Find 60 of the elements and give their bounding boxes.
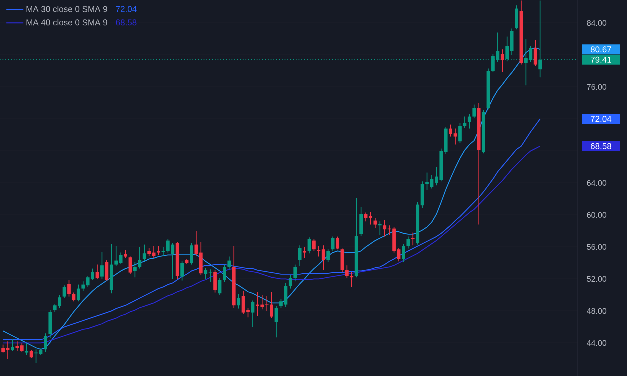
candlestick — [402, 244, 406, 263]
candlestick — [406, 236, 410, 250]
candlestick — [449, 124, 453, 138]
y-tick-label: 60.00 — [587, 212, 607, 218]
candlestick — [25, 342, 29, 356]
y-tick-label: 56.00 — [587, 244, 607, 250]
annotation: 72.04 — [116, 6, 137, 12]
y-tick-label: 64.00 — [587, 180, 607, 186]
text: 80.67 — [590, 46, 612, 53]
candlestick — [142, 244, 146, 262]
candlestick — [11, 338, 14, 352]
candlestick — [76, 284, 80, 302]
candlestick — [128, 256, 132, 275]
candlestick — [458, 122, 462, 144]
candlestick — [298, 245, 302, 267]
candlestick — [265, 296, 269, 312]
candlestick — [138, 246, 142, 270]
candlestick — [105, 260, 109, 282]
candlestick — [100, 252, 104, 280]
y-tick-label: 44.00 — [587, 340, 607, 346]
candlestick — [326, 249, 330, 263]
candlestick — [228, 256, 232, 270]
candlestick — [214, 270, 217, 294]
candlestick — [472, 104, 476, 119]
candlestick — [68, 280, 71, 298]
candlestick — [345, 265, 349, 279]
candlestick — [336, 236, 340, 250]
legend-label: MA 40 close 0 SMA 9 — [26, 19, 108, 26]
text: 72.04 — [591, 116, 612, 122]
candlestick — [294, 264, 298, 282]
text: 68.58 — [591, 143, 612, 150]
y-tick-label: 84.00 — [587, 20, 607, 26]
candlestick — [270, 292, 274, 319]
candlestick — [48, 310, 52, 339]
y-tick-label: 52.00 — [587, 276, 607, 282]
y-tick-label: 76.00 — [587, 84, 607, 90]
candlestick — [44, 333, 48, 352]
candlestick — [288, 274, 292, 290]
ref-line-label: 79.41 — [591, 56, 612, 63]
candlestick — [223, 264, 226, 283]
candlestick — [468, 114, 472, 130]
candlestick — [180, 261, 184, 282]
candlestick — [134, 262, 137, 278]
candlestick — [350, 272, 354, 288]
candlestick — [360, 206, 364, 236]
candlestick — [534, 40, 538, 67]
candlestick — [312, 238, 316, 252]
annotation: 68.58 — [116, 20, 137, 26]
candlestick — [303, 246, 306, 259]
candlestick — [515, 5, 518, 30]
candlestick — [96, 264, 100, 280]
candlestick — [190, 242, 194, 266]
candlestick — [162, 246, 166, 256]
candlestick — [500, 49, 504, 72]
candlestick — [378, 221, 382, 236]
legend-label: MA 30 close 0 SMA 9 — [26, 6, 108, 12]
y-tick-label: 48.00 — [587, 308, 607, 314]
candlestick — [62, 285, 66, 299]
candlestick — [237, 294, 241, 310]
candlestick — [463, 116, 467, 128]
